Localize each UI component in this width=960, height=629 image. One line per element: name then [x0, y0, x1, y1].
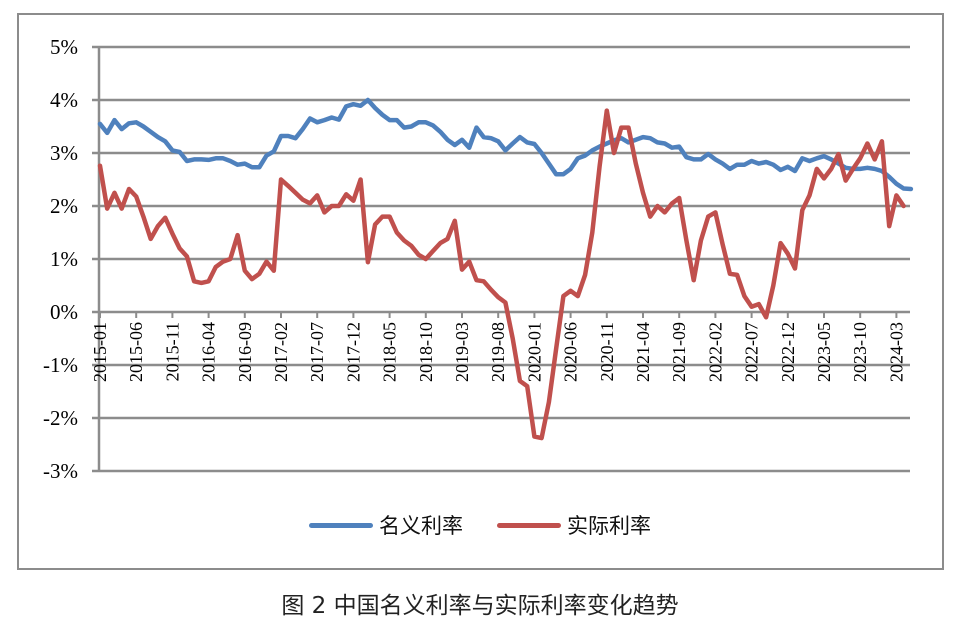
x-tick-label: 2016-04 [199, 322, 219, 382]
x-tick-label: 2017-07 [307, 322, 327, 382]
x-tick-label: 2017-02 [271, 322, 291, 382]
x-tick-label: 2020-06 [561, 322, 581, 382]
x-axis: 2015-01 2015-06 2015-11 2016-04 2016-09 2017-… [90, 312, 906, 382]
y-tick-label: 2% [50, 194, 78, 218]
x-tick-label: 2023-10 [850, 322, 870, 382]
x-tick-label: 2022-12 [778, 322, 798, 382]
x-tick-label: 2020-11 [597, 322, 617, 381]
data-lines [97, 97, 914, 441]
x-tick-label: 2020-01 [524, 322, 544, 382]
x-tick-label: 2015-01 [90, 322, 110, 382]
x-tick-label: 2018-05 [380, 322, 400, 382]
x-tick-label: 2017-12 [343, 322, 363, 382]
y-tick-label: -3% [43, 459, 78, 483]
y-tick-label: -1% [43, 353, 78, 377]
x-tick-label: 2022-07 [742, 322, 762, 382]
legend-swatch-real [497, 522, 561, 528]
legend-label-nominal: 名义利率 [379, 514, 463, 538]
nominal-rate-line [97, 97, 914, 192]
legend-item-nominal: 名义利率 [309, 510, 463, 540]
y-tick-label: 0% [50, 300, 78, 324]
y-tick-label: 1% [50, 247, 78, 271]
x-tick-label: 2019-08 [488, 322, 508, 382]
x-tick-label: 2019-03 [452, 322, 472, 382]
legend-swatch-nominal [309, 522, 373, 528]
legend-item-real: 实际利率 [497, 510, 651, 540]
legend: 名义利率 实际利率 [0, 510, 960, 540]
gridlines [92, 45, 910, 473]
x-tick-label: 2024-03 [886, 322, 906, 382]
chart-frame [17, 13, 944, 570]
x-tick-label: 2022-02 [705, 322, 725, 382]
legend-label-real: 实际利率 [567, 514, 651, 538]
y-tick-label: 3% [50, 141, 78, 165]
x-tick-label: 2015-06 [126, 322, 146, 382]
x-tick-label: 2015-11 [162, 322, 182, 381]
figure-caption: 图 2 中国名义利率与实际利率变化趋势 [281, 593, 679, 619]
x-tick-label: 2023-05 [814, 322, 834, 382]
y-tick-label: 5% [50, 35, 78, 59]
y-tick-label: -2% [43, 406, 78, 430]
x-tick-label: 2021-04 [633, 322, 653, 382]
real-rate-line [97, 108, 906, 441]
x-tick-label: 2018-10 [416, 322, 436, 382]
x-tick-label: 2016-09 [235, 322, 255, 382]
y-axis: 5% 4% 3% 2% 1% 0% -1% -2% -3% [43, 35, 101, 483]
x-tick-label: 2021-09 [669, 322, 689, 382]
y-tick-label: 4% [50, 88, 78, 112]
